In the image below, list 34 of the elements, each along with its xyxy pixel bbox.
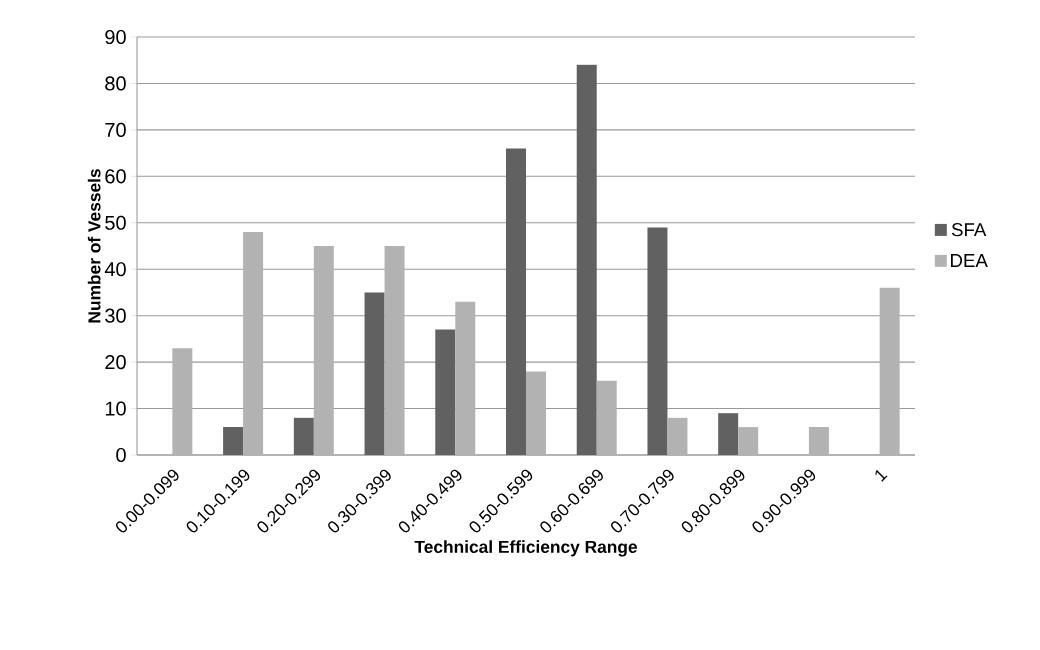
bar (364, 292, 385, 455)
y-tick-label: 30 (105, 308, 126, 323)
bar (223, 427, 244, 455)
bar (435, 329, 456, 455)
bar (647, 227, 668, 455)
bar (879, 287, 900, 455)
bar (738, 427, 759, 455)
y-axis-title: Number of Vessels (87, 169, 101, 323)
legend-label: DEA (951, 254, 988, 267)
y-tick-label: 60 (105, 169, 126, 184)
legend-label: SFA (951, 223, 987, 237)
y-tick-label: 70 (105, 122, 126, 137)
y-tick-label: 10 (105, 401, 126, 416)
bar (596, 380, 617, 455)
bar (172, 348, 193, 455)
y-tick-label: 0 (116, 447, 126, 463)
x-tick-label: 1 (875, 470, 888, 482)
y-tick-label: 20 (105, 355, 126, 370)
bar (313, 246, 334, 455)
y-tick-label: 40 (104, 262, 126, 277)
y-tick-label: 80 (105, 76, 126, 91)
bar (293, 417, 314, 455)
y-tick-label: 90 (105, 29, 126, 45)
bar (243, 232, 264, 455)
bar (808, 427, 829, 455)
x-axis-title: Technical Efficiency Range (414, 540, 637, 557)
bar (718, 413, 739, 455)
bar (667, 417, 688, 455)
bar (384, 246, 405, 455)
bar (455, 301, 476, 455)
bar (506, 148, 526, 455)
bar (576, 64, 597, 455)
bar (526, 371, 546, 455)
y-tick-label: 50 (105, 215, 126, 230)
